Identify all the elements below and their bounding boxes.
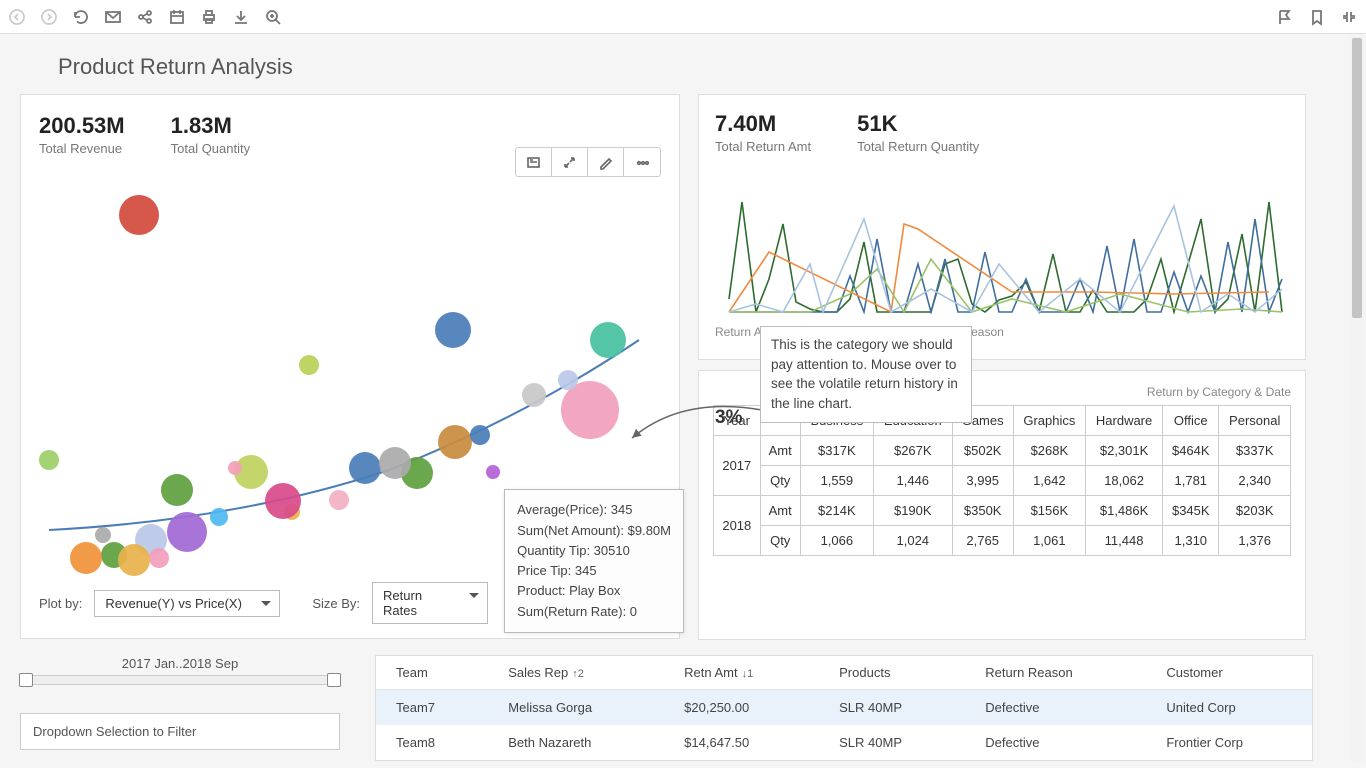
filter-dropdown[interactable]: Dropdown Selection to Filter [20, 713, 340, 750]
col-team[interactable]: Team [376, 656, 488, 690]
bookmark-icon[interactable] [1308, 8, 1326, 26]
bubble[interactable] [228, 461, 242, 475]
vertical-scrollbar[interactable] [1350, 36, 1364, 762]
plotby-select[interactable]: Revenue(Y) vs Price(X) [94, 590, 280, 617]
col-products[interactable]: Products [819, 656, 965, 690]
metric-total-revenue: 200.53M Total Revenue [39, 113, 125, 156]
calendar-icon[interactable] [168, 8, 186, 26]
bubble[interactable] [210, 508, 228, 526]
collapse-icon[interactable] [1340, 8, 1358, 26]
detail-table[interactable]: TeamSales Rep↑2Retn Amt↓1ProductsReturn … [376, 656, 1312, 760]
zoom-icon[interactable] [264, 8, 282, 26]
refresh-icon[interactable] [72, 8, 90, 26]
bubble[interactable] [161, 474, 193, 506]
forward-icon[interactable] [40, 8, 58, 26]
category-table[interactable]: YearBusinessEducationGamesGraphicsHardwa… [713, 405, 1291, 556]
bubble[interactable] [167, 512, 207, 552]
share-icon[interactable] [136, 8, 154, 26]
bubble[interactable] [349, 452, 381, 484]
table-row[interactable]: Team8Beth Nazareth$14,647.50SLR 40MPDefe… [376, 725, 1312, 760]
date-range-label: 2017 Jan..2018 Sep [20, 656, 340, 671]
plotby-label: Plot by: [39, 596, 82, 611]
sizeby-label: Size By: [312, 596, 360, 611]
top-toolbar [0, 0, 1366, 34]
bubble[interactable] [329, 490, 349, 510]
bubble[interactable] [70, 542, 102, 574]
metric-total-quantity: 1.83M Total Quantity [171, 113, 251, 156]
bubble[interactable] [118, 544, 150, 576]
print-icon[interactable] [200, 8, 218, 26]
detail-table-panel: TeamSales Rep↑2Retn Amt↓1ProductsReturn … [375, 655, 1313, 761]
col-return reason[interactable]: Return Reason [965, 656, 1146, 690]
col-customer[interactable]: Customer [1146, 656, 1312, 690]
annotation-arrow [582, 376, 782, 456]
bubble[interactable] [265, 483, 301, 519]
back-icon[interactable] [8, 8, 26, 26]
bubble[interactable] [119, 195, 159, 235]
bubble[interactable] [438, 425, 472, 459]
line-chart[interactable] [715, 164, 1291, 314]
metric-return-amt: 7.40M Total Return Amt [715, 111, 811, 154]
col-sales rep[interactable]: Sales Rep↑2 [488, 656, 664, 690]
sizeby-select[interactable]: Return Rates [372, 582, 488, 624]
annotation-callout: This is the category we should pay atten… [760, 326, 972, 423]
download-icon[interactable] [232, 8, 250, 26]
bubble[interactable] [149, 548, 169, 568]
line-panel: 7.40M Total Return Amt 51K Total Return … [698, 94, 1306, 360]
bubble[interactable] [39, 450, 59, 470]
metric-return-qty: 51K Total Return Quantity [857, 111, 979, 154]
page-title: Product Return Analysis [58, 54, 1346, 80]
scatter-tooltip: Average(Price): 345Sum(Net Amount): $9.8… [504, 489, 684, 633]
table-row[interactable]: Team7Melissa Gorga$20,250.00SLR 40MPDefe… [376, 690, 1312, 726]
date-range-slider[interactable] [20, 675, 340, 685]
col-retn amt[interactable]: Retn Amt↓1 [664, 656, 819, 690]
bubble[interactable] [470, 425, 490, 445]
bubble[interactable] [590, 322, 626, 358]
flag-icon[interactable] [1276, 8, 1294, 26]
bubble[interactable] [522, 383, 546, 407]
mail-icon[interactable] [104, 8, 122, 26]
bubble[interactable] [95, 527, 111, 543]
bubble[interactable] [558, 370, 578, 390]
scatter-panel: 200.53M Total Revenue 1.83M Total Quanti… [20, 94, 680, 639]
bubble[interactable] [299, 355, 319, 375]
bubble[interactable] [435, 312, 471, 348]
bubble[interactable] [379, 447, 411, 479]
bubble[interactable] [486, 465, 500, 479]
